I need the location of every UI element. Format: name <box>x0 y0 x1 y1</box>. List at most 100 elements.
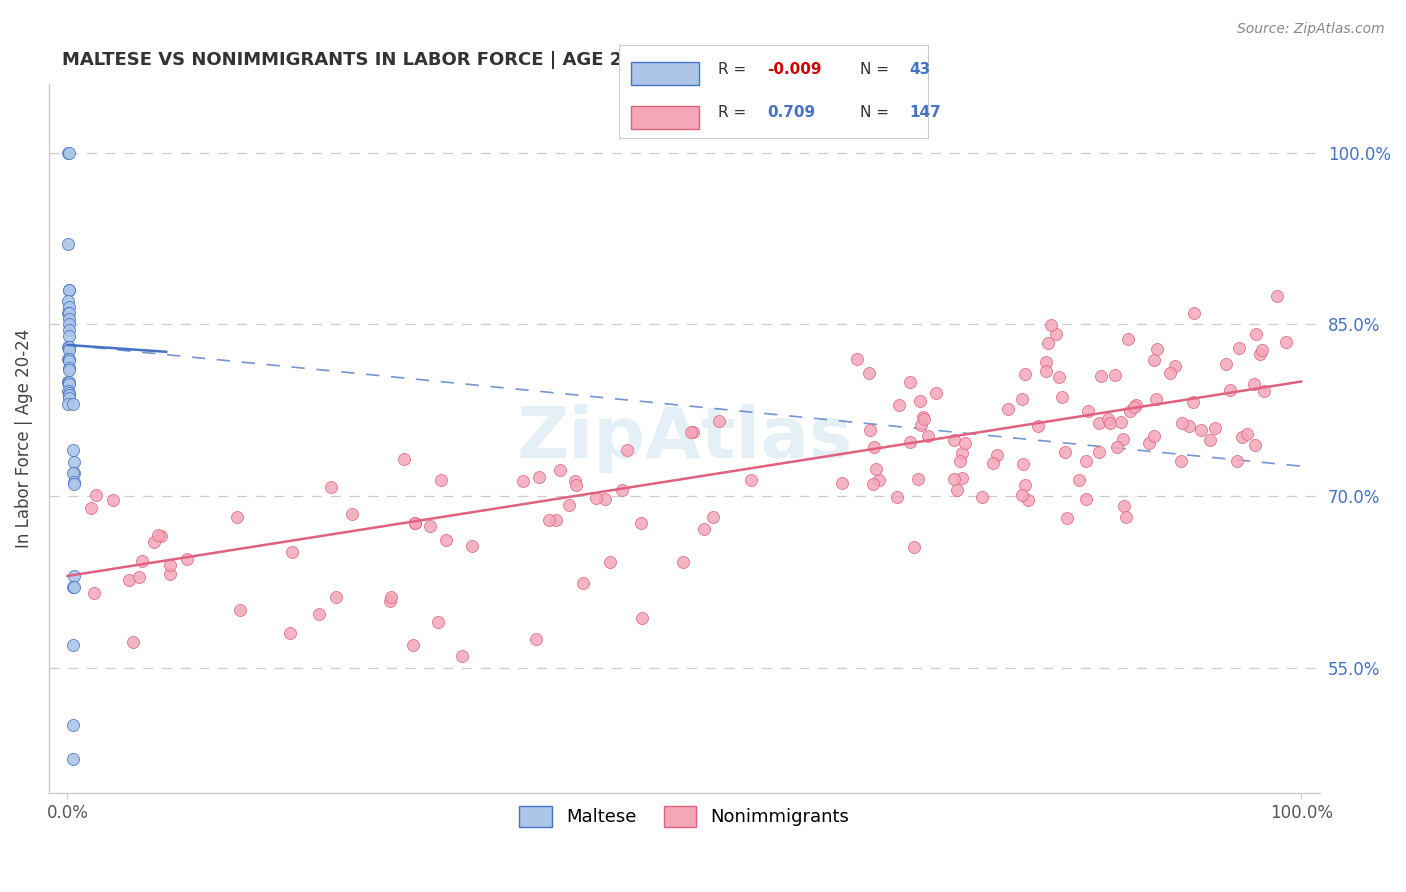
Point <box>1230 430 1253 444</box>
Point <box>1056 511 1078 525</box>
Point <box>62 581 84 595</box>
Point <box>1109 415 1132 429</box>
Point <box>1088 417 1111 431</box>
Point <box>682 425 704 439</box>
Point <box>1011 457 1033 471</box>
Point <box>630 611 652 625</box>
Point <box>58 375 80 389</box>
Point <box>62 752 84 766</box>
Text: R =: R = <box>717 62 745 78</box>
Point <box>1181 395 1204 409</box>
Text: 43: 43 <box>910 62 931 78</box>
Point <box>1159 366 1181 380</box>
Point <box>858 366 880 380</box>
Point <box>58 340 80 354</box>
Point <box>1171 416 1194 430</box>
Point <box>898 376 921 390</box>
Bar <box>631 106 699 129</box>
Point <box>1074 491 1097 506</box>
Point <box>1036 336 1059 351</box>
Point <box>58 384 80 398</box>
Point <box>1122 400 1144 414</box>
Text: N =: N = <box>860 105 889 120</box>
Point <box>599 555 621 569</box>
Point <box>58 343 80 357</box>
Point <box>1275 334 1298 349</box>
Point <box>865 462 887 476</box>
Point <box>63 475 86 490</box>
Point <box>278 626 301 640</box>
Point <box>101 493 124 508</box>
Point <box>159 566 181 581</box>
Point <box>1035 355 1057 369</box>
Point <box>62 397 84 411</box>
Point <box>907 472 929 486</box>
Point <box>1236 426 1258 441</box>
Point <box>981 456 1004 470</box>
Point <box>62 638 84 652</box>
Point <box>845 352 868 367</box>
Point <box>527 469 550 483</box>
Point <box>950 471 973 485</box>
Point <box>1125 398 1147 412</box>
Point <box>1199 433 1222 447</box>
Point <box>1226 453 1249 467</box>
Point <box>548 463 571 477</box>
Point <box>911 410 934 425</box>
Point <box>1047 369 1070 384</box>
Point <box>1146 342 1168 356</box>
Point <box>616 442 638 457</box>
Point <box>681 425 703 440</box>
Point <box>925 386 948 401</box>
Point <box>451 649 474 664</box>
Point <box>58 294 80 309</box>
Point <box>942 472 965 486</box>
Point <box>58 306 80 320</box>
Bar <box>631 62 699 85</box>
Point <box>83 586 105 600</box>
Point <box>997 401 1019 416</box>
Point <box>58 351 80 366</box>
Point <box>1011 488 1033 502</box>
Point <box>709 414 731 428</box>
Point <box>1040 318 1063 332</box>
Point <box>1182 306 1205 320</box>
Point <box>150 529 173 543</box>
Legend: Maltese, Nonimmigrants: Maltese, Nonimmigrants <box>512 798 856 834</box>
Point <box>426 615 449 629</box>
Point <box>1144 392 1167 406</box>
Point <box>380 594 402 608</box>
Point <box>1011 392 1033 406</box>
Point <box>308 607 330 621</box>
Point <box>1170 454 1192 468</box>
Point <box>910 394 932 409</box>
Point <box>1178 419 1201 434</box>
Point <box>595 491 617 506</box>
Point <box>434 533 457 547</box>
Point <box>1090 369 1112 384</box>
Point <box>1053 444 1076 458</box>
Point <box>58 386 80 401</box>
Text: -0.009: -0.009 <box>768 62 821 78</box>
Point <box>953 435 976 450</box>
Point <box>1067 473 1090 487</box>
Point <box>58 283 80 297</box>
Point <box>889 398 911 412</box>
Point <box>1116 332 1139 346</box>
Point <box>58 311 80 326</box>
Point <box>1104 368 1126 383</box>
Point <box>58 328 80 343</box>
Point <box>404 516 426 531</box>
Point <box>63 581 86 595</box>
Point <box>672 555 695 569</box>
Point <box>1097 412 1119 426</box>
Point <box>859 423 882 437</box>
Text: N =: N = <box>860 62 889 78</box>
Point <box>950 445 973 459</box>
Point <box>176 552 198 566</box>
Point <box>868 473 890 487</box>
Point <box>863 440 886 454</box>
Text: 0.709: 0.709 <box>768 105 815 120</box>
Point <box>1143 353 1166 368</box>
Point <box>538 513 561 527</box>
